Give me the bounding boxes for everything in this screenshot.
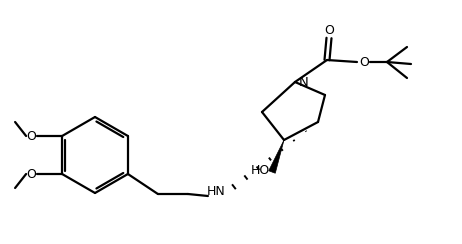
Text: N: N [299,76,309,89]
Text: O: O [324,23,334,37]
Text: O: O [26,130,36,142]
Text: HN: HN [207,185,225,198]
Text: HO: HO [250,164,270,177]
Polygon shape [269,140,284,173]
Text: O: O [359,57,369,70]
Text: O: O [26,167,36,181]
